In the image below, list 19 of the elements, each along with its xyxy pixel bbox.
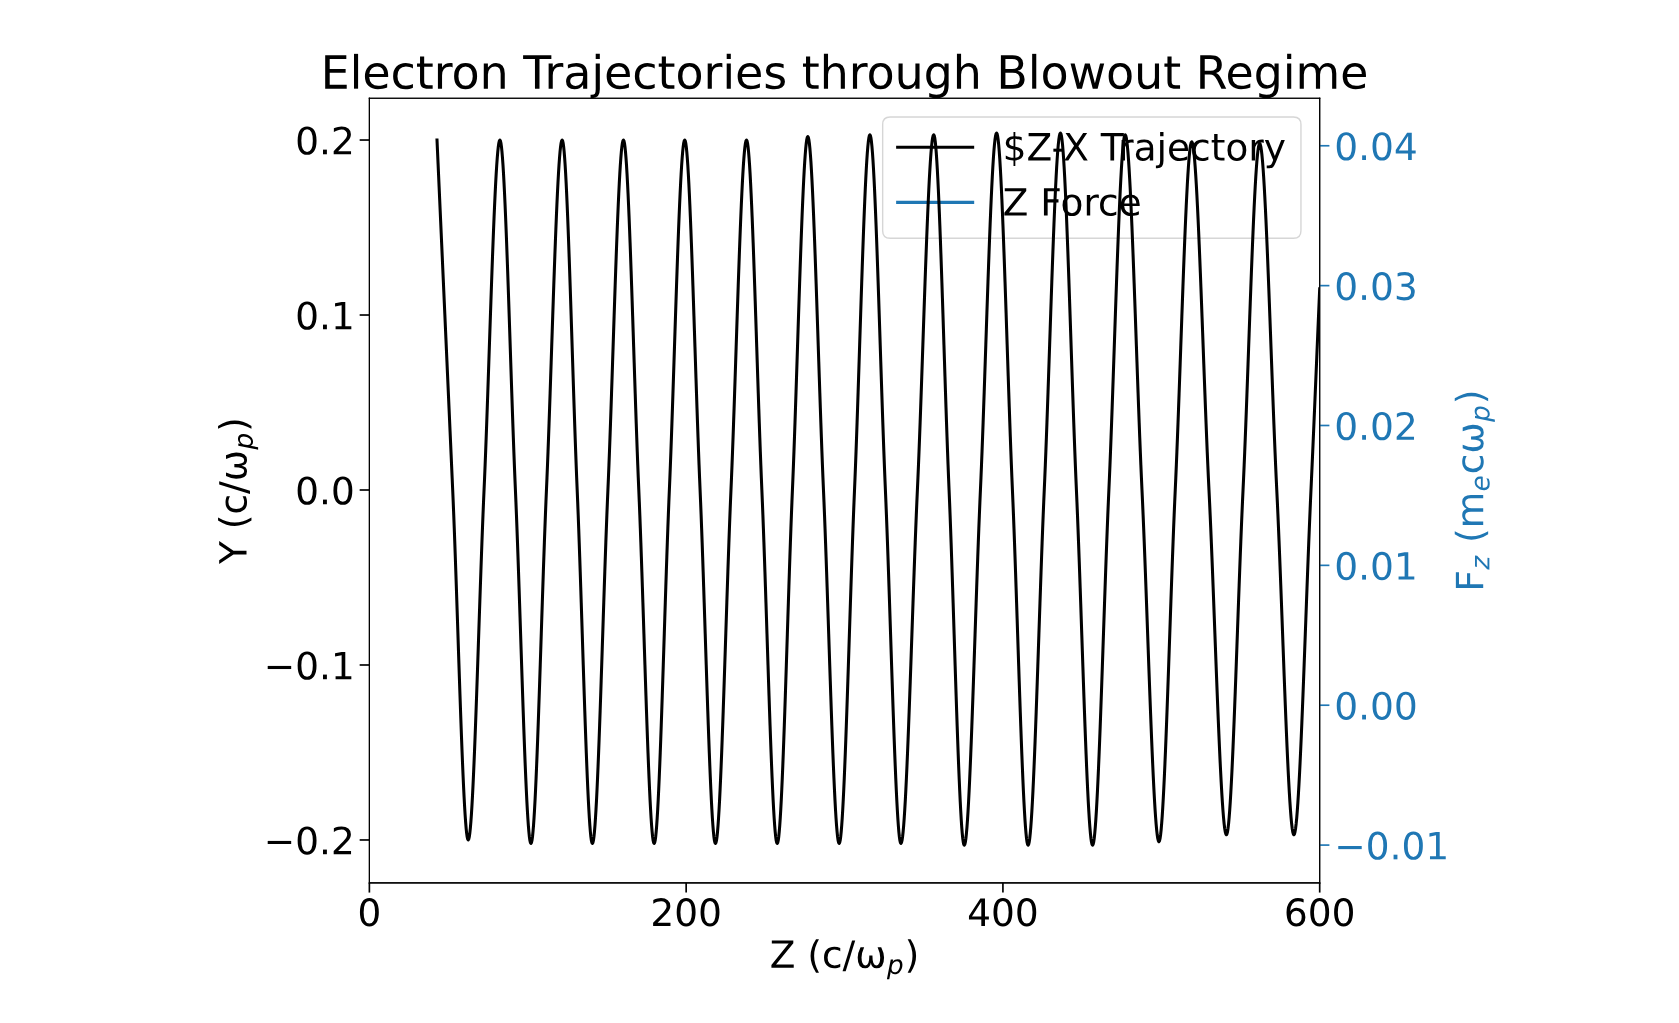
y2-tick-label: 0.01 [1336,551,1415,581]
y2-tick-label: 0.03 [1336,272,1415,301]
x-tick-label: 600 [1286,898,1353,927]
chart-title: Electron Trajectories through Blowout Regime [325,53,1366,99]
y2-tick-label: −0.01 [1338,831,1446,860]
x-tick-label: 0 [359,898,379,927]
y-tick-label: 0.2 [297,126,352,155]
x-axis-title: Z (c/ω$_{p}$) [771,939,917,980]
y2-tick-label: 0.00 [1336,691,1416,720]
x-tick-label: 400 [968,898,1037,927]
x-tick-label: 200 [653,898,720,927]
y2-tick-label: 0.02 [1336,411,1415,441]
y-tick-label: −0.2 [267,826,352,855]
y-tick-label: −0.1 [267,651,352,680]
y-tick-label: 0.1 [297,301,352,330]
y-axis-title: Y (c/ω$_{p}$) [218,420,259,565]
y2-axis-title: F$_{z}$ (m$_{e}$cω$_{p}$) [1454,392,1495,588]
y-tick-label: 0.0 [297,476,353,505]
y2-tick-label: 0.04 [1336,132,1416,161]
